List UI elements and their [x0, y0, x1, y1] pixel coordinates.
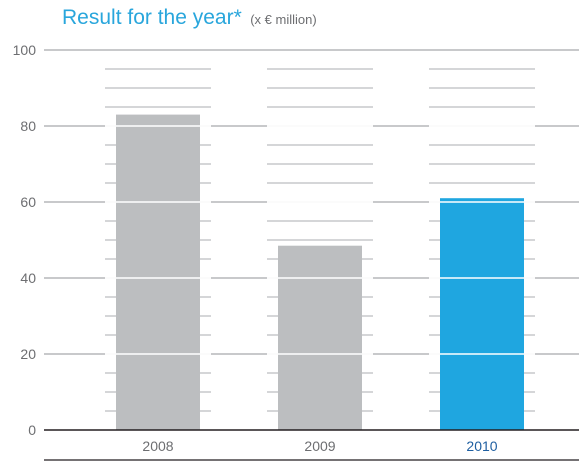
bar-2009 [278, 245, 362, 430]
x-category-label-2009: 2009 [304, 438, 335, 454]
y-tick-label: 0 [28, 422, 36, 438]
bar-2008 [116, 114, 200, 430]
y-tick-label: 80 [20, 118, 36, 134]
x-category-label-2010: 2010 [466, 438, 497, 454]
y-tick-label: 20 [20, 346, 36, 362]
chart-unit-note: (x € million) [250, 12, 317, 27]
y-tick-label: 100 [13, 42, 37, 58]
bar-2010 [440, 198, 524, 430]
x-category-label-2008: 2008 [142, 438, 173, 454]
chart-title-block: Result for the year* (x € million) [62, 6, 317, 30]
chart-title: Result for the year* [62, 6, 242, 29]
y-tick-label: 60 [20, 194, 36, 210]
y-tick-label: 40 [20, 270, 36, 286]
